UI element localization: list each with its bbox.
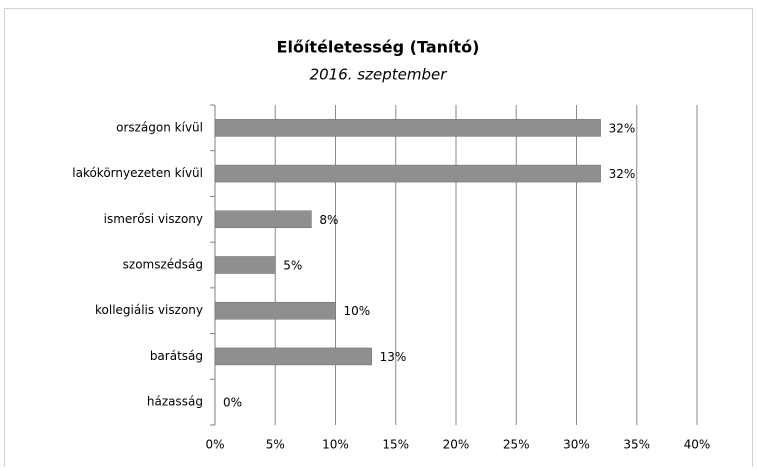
x-tick-label: 20% [443,438,470,452]
chart-frame [4,8,753,471]
bar [214,256,276,274]
y-tick-label: házasság [147,395,203,409]
x-tick-label: 25% [503,438,530,452]
bar [214,347,372,366]
data-label: 32% [609,121,636,135]
chart-subtitle: 2016. szeptember [310,66,448,84]
y-tick-label: kollegiális viszony [95,303,203,317]
x-tick-label: 10% [322,438,349,452]
data-label: 13% [380,350,407,364]
data-label: 8% [319,213,338,227]
data-label: 0% [223,396,242,410]
bar [214,164,601,183]
y-tick-label: országon kívül [116,120,203,134]
bar [214,210,312,229]
data-label: 10% [344,304,371,318]
y-tick-label: lakókörnyezeten kívül [72,166,203,180]
y-tick-label: ismerősi viszony [104,212,203,226]
data-label: 32% [609,167,636,181]
chart-title: Előítéletesség (Tanító) [277,38,480,57]
y-tick-label: barátság [150,349,203,363]
y-tick-label: szomszédság [123,258,203,272]
bar [214,301,336,320]
x-tick-label: 15% [382,438,409,452]
x-tick-label: 35% [623,438,650,452]
x-tick-label: 0% [205,438,224,452]
x-tick-label: 5% [266,438,285,452]
data-label: 5% [283,259,302,273]
x-tick-label: 40% [684,438,711,452]
bar [214,119,601,137]
x-tick-label: 30% [563,438,590,452]
